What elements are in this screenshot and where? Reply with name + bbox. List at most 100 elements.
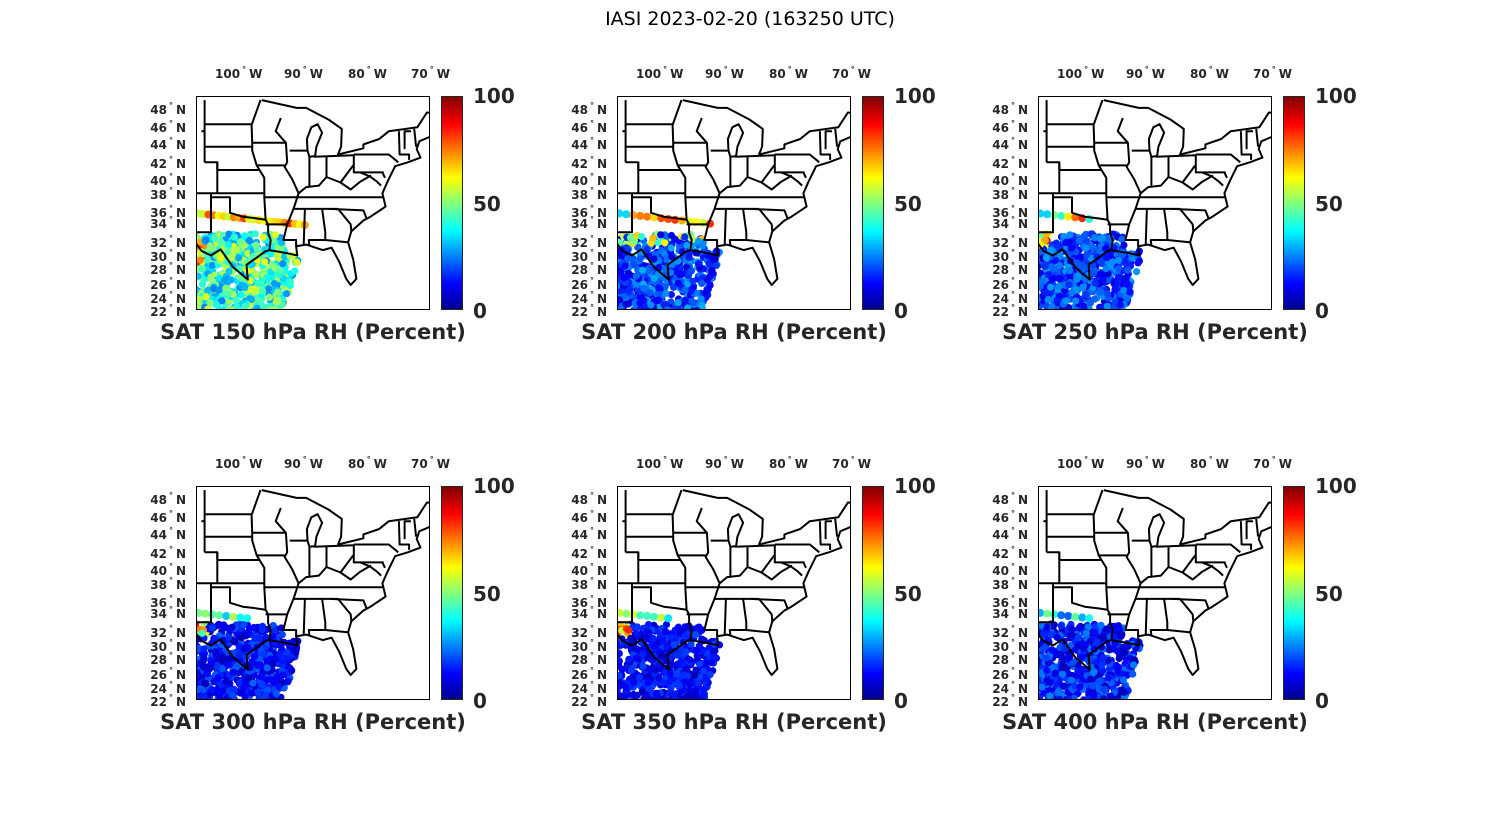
obs-point xyxy=(618,301,620,308)
obs-point xyxy=(643,212,652,221)
lat-hemisphere: N xyxy=(1017,236,1028,250)
obs-point xyxy=(1062,297,1071,305)
state-border xyxy=(329,207,368,219)
lat-hemisphere: N xyxy=(1017,640,1028,654)
obs-point xyxy=(278,630,286,639)
lat-tick-value: 40 xyxy=(992,564,1009,578)
obs-point xyxy=(1079,283,1087,291)
lat-tick-value: 26 xyxy=(571,278,588,292)
lon-hemisphere: W xyxy=(794,67,808,81)
lat-hemisphere: N xyxy=(596,263,607,277)
state-border xyxy=(1245,520,1253,540)
state-border xyxy=(381,561,386,569)
lat-tick-value: 32 xyxy=(992,626,1009,640)
state-border xyxy=(671,489,693,641)
degree-symbol: ° xyxy=(1010,624,1015,633)
obs-point xyxy=(1093,658,1101,666)
lat-tick-value: 42 xyxy=(992,157,1009,171)
obs-point xyxy=(225,661,233,669)
lat-hemisphere: N xyxy=(175,278,186,292)
degree-symbol: ° xyxy=(168,119,173,128)
obs-point xyxy=(640,695,648,699)
state-border xyxy=(1116,117,1142,247)
obs-point xyxy=(211,648,220,656)
state-border xyxy=(802,561,807,569)
lat-hemisphere: N xyxy=(175,547,186,561)
lat-hemisphere: N xyxy=(175,103,186,117)
colorbar-tick-label: 0 xyxy=(894,689,908,713)
degree-symbol: ° xyxy=(589,234,594,243)
state-border xyxy=(726,513,745,548)
obs-point xyxy=(687,640,695,648)
obs-point xyxy=(1042,254,1050,262)
obs-point xyxy=(275,682,283,691)
obs-point xyxy=(1060,663,1068,671)
lat-hemisphere: N xyxy=(1017,157,1028,171)
lon-hemisphere: W xyxy=(1091,457,1105,471)
obs-point xyxy=(633,630,641,638)
obs-point xyxy=(215,286,223,294)
lat-tick-label: 46 ° N xyxy=(992,118,1028,134)
obs-point xyxy=(681,296,689,304)
obs-point xyxy=(1066,653,1074,661)
obs-point xyxy=(624,626,632,634)
obs-point xyxy=(230,685,238,693)
degree-symbol: ° xyxy=(168,491,173,500)
obs-point xyxy=(681,286,689,294)
colorbar-tick-label: 100 xyxy=(473,474,515,498)
lat-hemisphere: N xyxy=(1017,653,1028,667)
degree-symbol: ° xyxy=(1271,455,1276,464)
lat-tick-value: 34 xyxy=(150,217,167,231)
obs-point xyxy=(667,244,675,252)
obs-point xyxy=(1046,289,1054,297)
obs-point xyxy=(621,262,629,270)
lat-tick-label: 42 ° N xyxy=(992,544,1028,560)
obs-point xyxy=(1053,296,1061,304)
obs-point xyxy=(230,668,238,676)
degree-symbol: ° xyxy=(1010,545,1015,554)
lat-hemisphere: N xyxy=(175,263,186,277)
state-border xyxy=(352,154,384,174)
obs-point xyxy=(1103,625,1111,633)
degree-symbol: ° xyxy=(1010,605,1015,614)
degree-symbol: ° xyxy=(589,101,594,110)
colorbar-tick-label: 100 xyxy=(1315,474,1357,498)
obs-point xyxy=(702,675,710,683)
obs-point xyxy=(1047,246,1055,254)
state-border xyxy=(1171,207,1210,219)
lon-tick-label: 90 ° W xyxy=(1126,455,1165,471)
lat-hemisphere: N xyxy=(1017,547,1028,561)
lon-tick-value: 80 xyxy=(348,457,365,471)
degree-symbol: ° xyxy=(1010,119,1015,128)
obs-point xyxy=(1080,302,1088,309)
state-border xyxy=(1149,208,1169,246)
obs-point xyxy=(251,230,259,238)
obs-point xyxy=(706,281,714,289)
lat-tick-label: 22 ° N xyxy=(571,692,607,708)
obs-point xyxy=(1071,612,1080,621)
obs-point xyxy=(624,288,632,296)
obs-point xyxy=(626,234,635,242)
lat-hemisphere: N xyxy=(1017,668,1028,682)
obs-point xyxy=(1097,288,1105,296)
obs-point xyxy=(253,245,261,253)
obs-point xyxy=(218,297,226,305)
lat-tick-value: 44 xyxy=(150,138,167,152)
obs-point xyxy=(197,265,205,273)
obs-point xyxy=(229,612,238,621)
lat-tick-label: 40 ° N xyxy=(992,561,1028,577)
obs-point xyxy=(213,661,221,669)
obs-point xyxy=(1048,646,1057,654)
obs-point xyxy=(658,652,666,660)
obs-point xyxy=(232,296,240,305)
degree-symbol: ° xyxy=(168,509,173,518)
lat-tick-label: 48 ° N xyxy=(571,490,607,506)
obs-point xyxy=(236,613,245,622)
obs-point xyxy=(235,254,243,262)
obs-point xyxy=(216,694,224,699)
lat-tick-value: 32 xyxy=(992,236,1009,250)
state-border xyxy=(1245,130,1253,150)
lat-hemisphere: N xyxy=(1017,138,1028,152)
degree-symbol: ° xyxy=(589,666,594,675)
obs-point xyxy=(1075,641,1083,649)
